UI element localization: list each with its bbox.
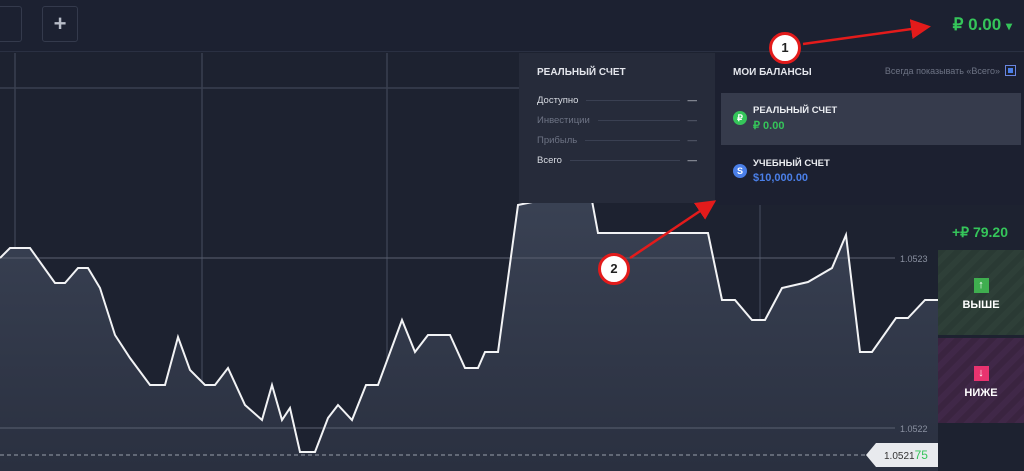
arrow-down-icon: ↓ [973, 366, 989, 381]
current-price-tag [866, 443, 938, 467]
balance-dropdown[interactable]: ₽ 0.00 ▾ [953, 15, 1012, 35]
account-real[interactable]: ₽ РЕАЛЬНЫЙ СЧЕТ ₽ 0.00 [721, 93, 1021, 145]
detail-row-profit: Прибыль — [537, 135, 697, 146]
lower-button[interactable]: ↓ НИЖЕ [938, 338, 1024, 423]
annotation-badge-1: 1 [769, 32, 801, 64]
price-area [0, 190, 938, 471]
price-level-label: 1.0523 [900, 254, 928, 264]
annotation-badge-2: 2 [598, 253, 630, 285]
dollar-icon: S [733, 164, 747, 178]
my-balances-panel: МОИ БАЛАНСЫ Всегда показывать «Всего» ₽ … [715, 53, 1024, 205]
top-bar: + ₽ 0.00 ▾ [0, 0, 1024, 52]
always-show-total-toggle[interactable]: Всегда показывать «Всего» [885, 65, 1016, 76]
price-level-label: 1.0522 [900, 424, 928, 434]
panel-title: РЕАЛЬНЫЙ СЧЕТ [537, 67, 626, 78]
arrow-up-icon: ↑ [973, 278, 989, 293]
account-demo[interactable]: S УЧЕБНЫЙ СЧЕТ $10,000.00 [721, 146, 1021, 198]
panel-title: МОИ БАЛАНСЫ [733, 67, 812, 78]
detail-row-total: Всего — [537, 155, 697, 166]
asset-tab[interactable] [0, 6, 22, 42]
current-price-label: 1.052175 [884, 448, 928, 462]
detail-row-investments: Инвестиции — [537, 115, 697, 126]
price-line [0, 188, 938, 453]
checkbox[interactable] [1005, 65, 1016, 76]
profit-value: +₽ 79.20 [952, 224, 1009, 240]
ruble-icon: ₽ [733, 111, 747, 125]
detail-row-available: Доступно — [537, 95, 697, 106]
add-tab-button[interactable]: + [42, 6, 78, 42]
higher-button[interactable]: ↑ ВЫШЕ [938, 250, 1024, 335]
chevron-down-icon: ▾ [1005, 19, 1012, 33]
real-account-details: РЕАЛЬНЫЙ СЧЕТ Доступно — Инвестиции — Приб… [519, 53, 715, 203]
annotation-arrow [629, 200, 717, 260]
annotation-arrow [802, 19, 931, 46]
balance-value: ₽ 0.00 [952, 15, 1002, 34]
